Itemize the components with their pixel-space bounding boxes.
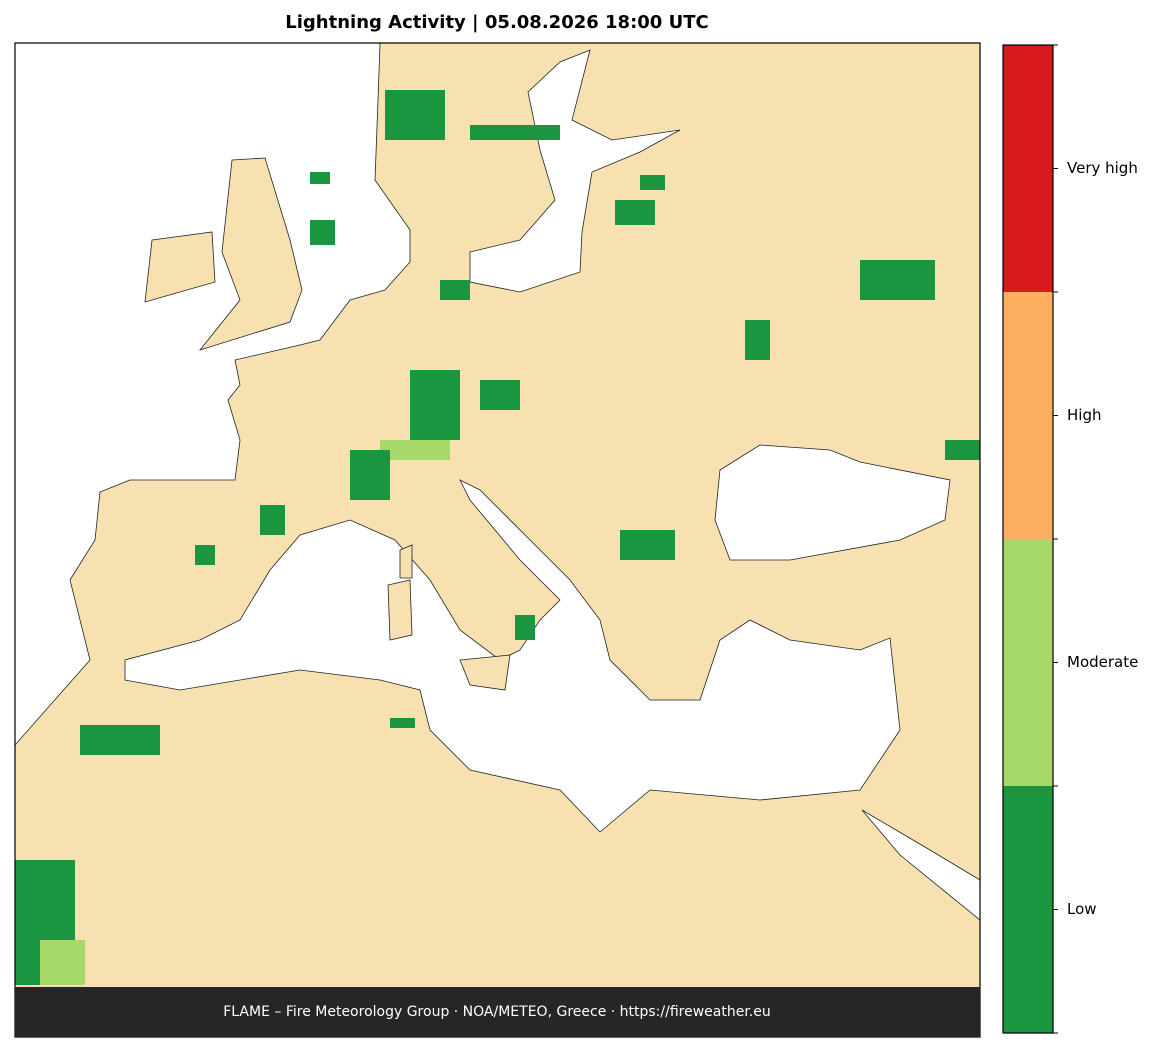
colorbar-segment bbox=[1003, 539, 1053, 786]
sardinia bbox=[387, 579, 413, 641]
footer-band bbox=[15, 987, 980, 1037]
colorbar-label: High bbox=[1067, 406, 1101, 424]
baltic bbox=[469, 49, 681, 293]
colorbar-segment bbox=[1003, 292, 1053, 539]
mediterranean bbox=[124, 479, 901, 833]
colorbar: Low Moderate High Very high bbox=[1002, 44, 1138, 1034]
colorbar-segment bbox=[1003, 45, 1053, 292]
sicily bbox=[459, 654, 511, 691]
colorbar-label: Moderate bbox=[1067, 653, 1138, 671]
colorbar-frame bbox=[1002, 44, 1054, 1034]
map bbox=[14, 42, 981, 1038]
colorbar-segment bbox=[1003, 786, 1053, 1033]
ireland bbox=[144, 231, 216, 303]
colorbar-label: Very high bbox=[1067, 159, 1138, 177]
corsica bbox=[399, 544, 413, 579]
footer: FLAME – Fire Meteorology Group · NOA/MET… bbox=[223, 1004, 771, 1020]
atlantic bbox=[14, 42, 411, 747]
black-sea bbox=[714, 444, 951, 561]
colorbar-label: Low bbox=[1067, 900, 1097, 918]
great-britain bbox=[198, 157, 303, 351]
title: Lightning Activity | 05.08.2026 18:00 UT… bbox=[285, 12, 708, 33]
lightning bbox=[15, 90, 980, 985]
